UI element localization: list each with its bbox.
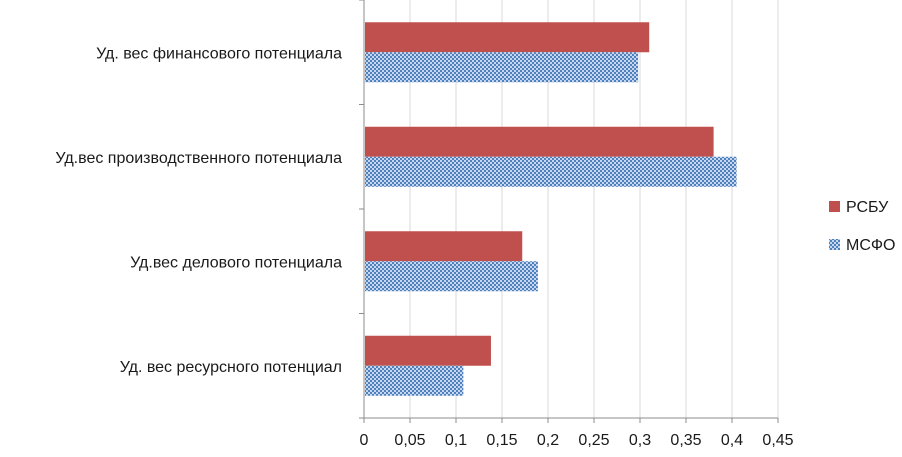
bar-msfo-2 bbox=[365, 261, 538, 292]
x-tick-label-0: 0 bbox=[360, 432, 369, 449]
x-tick-labels: 0 0,05 0,1 0,15 0,2 0,25 0,3 0,35 0,4 0,45 bbox=[360, 432, 794, 449]
bar-rsbu-2 bbox=[365, 231, 523, 262]
category-label-2: Уд.вес делового потенциала bbox=[130, 254, 342, 271]
legend-swatch-rsbu bbox=[829, 201, 840, 212]
bar-msfo-3 bbox=[365, 365, 464, 396]
bar-rsbu-1 bbox=[365, 126, 714, 157]
bar-msfo-1 bbox=[365, 156, 737, 187]
bar-rsbu-0 bbox=[365, 22, 650, 53]
x-tick-label-6: 0,3 bbox=[629, 432, 651, 449]
category-label-0: Уд. вес финансового потенциала bbox=[96, 45, 342, 62]
x-tick-label-5: 0,25 bbox=[578, 432, 609, 449]
category-labels: Уд. вес финансового потенциала Уд.вес про… bbox=[55, 45, 342, 376]
x-tick-label-1: 0,05 bbox=[394, 432, 425, 449]
legend-label-msfo: МСФО bbox=[846, 237, 896, 254]
x-tick-label-4: 0,2 bbox=[537, 432, 559, 449]
x-tick-label-2: 0,1 bbox=[445, 432, 467, 449]
bars bbox=[365, 22, 737, 396]
bar-rsbu-3 bbox=[365, 335, 491, 366]
x-tick-label-8: 0,4 bbox=[721, 432, 743, 449]
axes bbox=[359, 0, 779, 423]
bar-msfo-0 bbox=[365, 52, 639, 83]
x-tick-label-3: 0,15 bbox=[486, 432, 517, 449]
category-label-3: Уд. вес ресурсного потенциал bbox=[120, 359, 342, 376]
legend-swatch-msfo bbox=[829, 239, 840, 250]
legend-label-rsbu: РСБУ bbox=[846, 199, 889, 216]
category-label-1: Уд.вес производственного потенциала bbox=[55, 150, 342, 167]
legend: РСБУ МСФО bbox=[829, 199, 896, 254]
x-tick-label-9: 0,45 bbox=[762, 432, 793, 449]
x-tick-label-7: 0,35 bbox=[670, 432, 701, 449]
